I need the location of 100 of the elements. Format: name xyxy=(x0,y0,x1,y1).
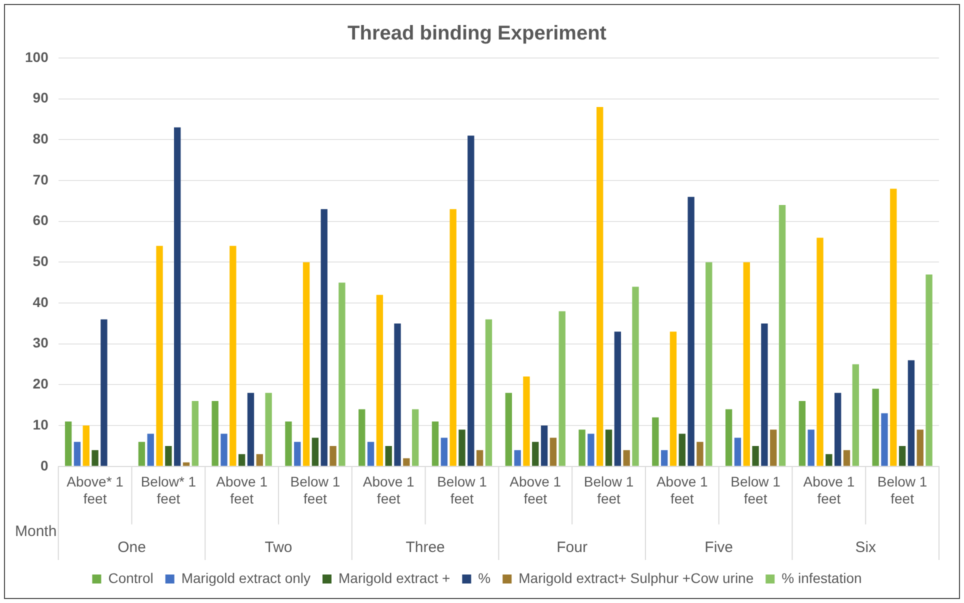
bar xyxy=(578,430,586,466)
y-tick-label: 20 xyxy=(32,376,49,392)
bar xyxy=(743,262,750,466)
x-tick-label: Above 1 feet xyxy=(362,474,414,506)
bar xyxy=(614,332,622,466)
y-tick-label: 100 xyxy=(25,48,49,65)
bar xyxy=(285,421,292,466)
bar xyxy=(778,205,786,466)
bar xyxy=(623,450,630,466)
bar xyxy=(256,454,263,466)
bar xyxy=(550,438,557,466)
bar xyxy=(220,434,228,466)
bar xyxy=(523,376,530,466)
x-tick-label: Below 1 feet xyxy=(877,474,928,506)
bar xyxy=(230,246,236,466)
bar xyxy=(385,446,392,466)
y-tick-label: 50 xyxy=(32,253,49,270)
x-tick-label: Below 1 feet xyxy=(730,474,781,506)
bar xyxy=(678,434,686,466)
bar xyxy=(476,450,484,466)
bar xyxy=(852,364,859,466)
bar xyxy=(908,360,915,466)
bar xyxy=(916,430,924,466)
bar xyxy=(338,282,346,466)
x-tick-label: Above 1 feet xyxy=(216,474,268,506)
bar xyxy=(100,319,108,466)
bar xyxy=(312,438,319,466)
bar xyxy=(660,450,668,466)
bar xyxy=(165,446,172,466)
bar xyxy=(834,392,842,466)
bar xyxy=(605,430,612,466)
bar xyxy=(505,392,512,466)
bar xyxy=(412,409,419,466)
bar xyxy=(468,136,474,466)
bar xyxy=(394,323,401,466)
bar xyxy=(706,262,712,466)
bar xyxy=(440,438,448,466)
bar xyxy=(652,417,659,466)
bar xyxy=(596,107,604,466)
legend-label: Control xyxy=(108,570,154,586)
legend-label: Marigold extract+ Sulphur +Cow urine xyxy=(518,570,754,586)
bar xyxy=(890,188,897,466)
bar xyxy=(302,262,310,466)
bar xyxy=(358,409,366,466)
bar xyxy=(670,332,677,466)
bar xyxy=(514,450,521,466)
bar xyxy=(872,388,879,466)
bar xyxy=(558,311,566,466)
bar xyxy=(826,454,832,466)
bar xyxy=(247,392,254,466)
x-tick-label: Above 1 feet xyxy=(656,474,708,506)
bar xyxy=(138,442,146,466)
y-tick-label: 90 xyxy=(32,90,49,106)
legend-label: Marigold extract only xyxy=(181,570,311,586)
bar xyxy=(588,434,594,466)
legend-label: % xyxy=(478,570,491,586)
bar xyxy=(294,442,301,466)
bar xyxy=(881,413,888,466)
bar xyxy=(458,430,466,466)
bar xyxy=(147,434,154,466)
legend-label: % infestation xyxy=(782,570,862,586)
bar xyxy=(752,446,759,466)
bar xyxy=(696,442,704,466)
x-axis-title: Month xyxy=(15,523,57,540)
chart-title: Thread binding Experiment xyxy=(348,22,607,45)
bar xyxy=(485,319,492,466)
bar xyxy=(82,426,90,466)
bar xyxy=(174,127,181,466)
text: Two xyxy=(264,539,292,556)
bar xyxy=(926,274,932,466)
x-tick-label: Above 1 feet xyxy=(510,474,562,506)
x-tick-label: Below* 1 feet xyxy=(140,474,196,506)
y-tick-label: 60 xyxy=(32,212,49,228)
bar xyxy=(898,446,906,466)
bar xyxy=(330,446,336,466)
y-tick-label: 0 xyxy=(40,457,49,474)
bar xyxy=(92,450,98,466)
text: Five xyxy=(704,539,734,556)
bar xyxy=(74,442,81,466)
bar xyxy=(532,442,539,466)
legend-label: Marigold extract + xyxy=(338,570,450,586)
x-tick-label: Below 1 feet xyxy=(437,474,488,506)
x-tick-label: Above 1 feet xyxy=(803,474,855,506)
bar xyxy=(182,462,190,466)
bar xyxy=(734,438,742,466)
bar xyxy=(843,450,850,466)
bar xyxy=(770,430,777,466)
text: Three xyxy=(406,539,445,556)
bar xyxy=(156,246,163,466)
y-tick-label: 80 xyxy=(32,130,49,147)
bar xyxy=(238,454,246,466)
bar xyxy=(64,421,72,466)
bar xyxy=(540,426,548,466)
bar xyxy=(632,286,639,466)
bar xyxy=(688,196,694,466)
bar xyxy=(403,458,410,466)
y-tick-label: 10 xyxy=(32,416,49,432)
y-tick-label: 30 xyxy=(32,334,49,351)
bar xyxy=(450,209,456,466)
text: Four xyxy=(556,539,588,556)
